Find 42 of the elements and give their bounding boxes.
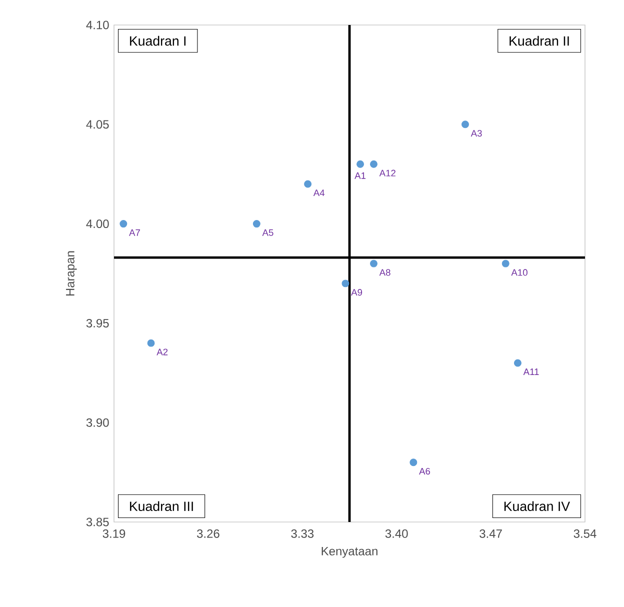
y-tick-label: 4.05: [86, 120, 109, 129]
point: [120, 220, 128, 228]
y-tick-label: 4.00: [86, 220, 109, 228]
annotation: Kuadran I: [130, 36, 186, 46]
annotation: Kuadran II: [510, 36, 569, 46]
annotation: A9: [351, 289, 362, 296]
x-tick-label: 3.26: [196, 529, 220, 538]
annotation: A11: [523, 368, 539, 375]
y-tick-label: 3.85: [86, 518, 109, 526]
annotation: A4: [313, 190, 325, 196]
point: [342, 280, 350, 288]
point: [502, 260, 510, 268]
y-axis-title: Harapan: [66, 251, 77, 296]
point: [370, 260, 378, 268]
annotation: A10: [511, 269, 528, 276]
point: [252, 220, 260, 228]
y-tick-label: 4.10: [86, 20, 109, 30]
annotation: A2: [156, 348, 168, 356]
x-tick-label: 3.47: [480, 529, 502, 538]
annotation: Kuadran IV: [504, 501, 570, 512]
y-tick-label: 3.95: [86, 318, 109, 328]
x-tick-label: 3.54: [574, 529, 596, 538]
annotation: A8: [379, 269, 390, 276]
point: [356, 160, 364, 168]
annotation: A1: [354, 172, 366, 179]
annotation: A12: [379, 170, 396, 176]
point: [514, 359, 522, 367]
point: [147, 339, 155, 347]
x-tick-label: 3.40: [385, 529, 408, 538]
point: [410, 458, 418, 466]
annotation: A5: [262, 229, 274, 236]
x-tick-label: 3.19: [102, 529, 126, 538]
x-axis-title: Kenyataan: [322, 547, 378, 558]
annotation: A3: [470, 130, 482, 137]
point: [370, 160, 378, 168]
point: [462, 120, 469, 128]
annotation: A6: [419, 468, 430, 475]
annotation: Kuadran III: [130, 501, 193, 512]
annotation: A7: [129, 229, 140, 236]
y-tick-label: 3.90: [86, 418, 109, 427]
x-tick-label: 3.33: [291, 529, 314, 538]
point: [304, 180, 312, 188]
